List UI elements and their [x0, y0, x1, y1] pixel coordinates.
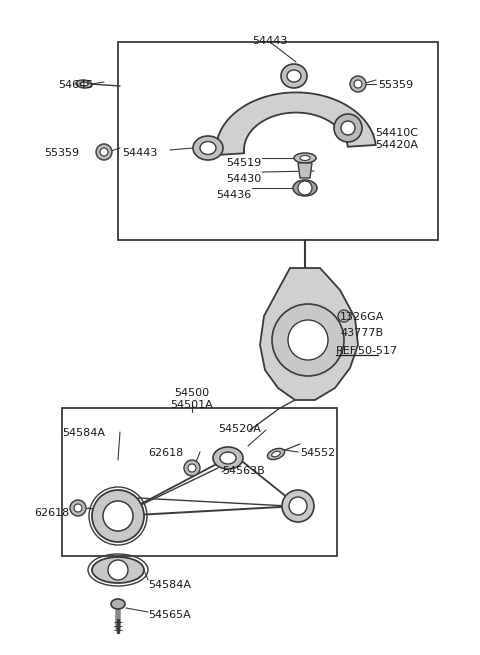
- Ellipse shape: [92, 490, 144, 542]
- Polygon shape: [216, 92, 376, 155]
- Text: 54563B: 54563B: [222, 466, 265, 476]
- Ellipse shape: [281, 64, 307, 88]
- Circle shape: [272, 304, 344, 376]
- Text: 1326GA: 1326GA: [340, 312, 384, 322]
- Text: 54584A: 54584A: [148, 580, 191, 590]
- Text: 54645: 54645: [58, 80, 93, 90]
- Text: 62618: 62618: [148, 448, 183, 458]
- Ellipse shape: [220, 452, 236, 464]
- Circle shape: [74, 504, 82, 512]
- Circle shape: [188, 464, 196, 472]
- Ellipse shape: [103, 501, 133, 531]
- Circle shape: [70, 500, 86, 516]
- Text: 54430: 54430: [226, 174, 261, 184]
- Circle shape: [108, 560, 128, 580]
- Ellipse shape: [293, 180, 317, 196]
- Ellipse shape: [287, 70, 301, 82]
- Circle shape: [354, 80, 362, 88]
- Ellipse shape: [289, 497, 307, 515]
- Ellipse shape: [80, 82, 88, 86]
- Circle shape: [334, 114, 362, 142]
- Text: 54410C
54420A: 54410C 54420A: [375, 128, 418, 149]
- Circle shape: [96, 144, 112, 160]
- Ellipse shape: [193, 136, 223, 160]
- Text: REF.50-517: REF.50-517: [336, 346, 398, 356]
- Text: 54436: 54436: [216, 190, 251, 200]
- Ellipse shape: [200, 141, 216, 155]
- Ellipse shape: [282, 490, 314, 522]
- Text: 54443: 54443: [122, 148, 157, 158]
- Text: 62618: 62618: [34, 508, 69, 518]
- Text: 54519: 54519: [226, 158, 261, 168]
- Text: 54552: 54552: [300, 448, 335, 458]
- Text: 54584A: 54584A: [62, 428, 105, 438]
- Ellipse shape: [213, 447, 243, 469]
- Circle shape: [100, 148, 108, 156]
- Polygon shape: [298, 163, 312, 178]
- Ellipse shape: [92, 557, 144, 583]
- Ellipse shape: [272, 451, 280, 457]
- Polygon shape: [260, 268, 358, 400]
- Circle shape: [341, 121, 355, 135]
- Text: 43777B: 43777B: [340, 328, 383, 338]
- Text: 54565A: 54565A: [148, 610, 191, 620]
- Text: 54520A: 54520A: [218, 424, 261, 434]
- Circle shape: [338, 310, 350, 322]
- Ellipse shape: [111, 599, 125, 609]
- Circle shape: [184, 460, 200, 476]
- Ellipse shape: [267, 449, 285, 460]
- Ellipse shape: [300, 155, 310, 160]
- Circle shape: [298, 181, 312, 195]
- Text: 54443: 54443: [252, 36, 288, 46]
- Bar: [62, 408, 337, 556]
- Circle shape: [288, 320, 328, 360]
- Ellipse shape: [294, 153, 316, 163]
- Bar: [118, 42, 438, 240]
- Ellipse shape: [76, 80, 92, 88]
- Text: 54500
54501A: 54500 54501A: [170, 388, 214, 409]
- Text: 55359: 55359: [378, 80, 413, 90]
- Text: 55359: 55359: [44, 148, 79, 158]
- Circle shape: [350, 76, 366, 92]
